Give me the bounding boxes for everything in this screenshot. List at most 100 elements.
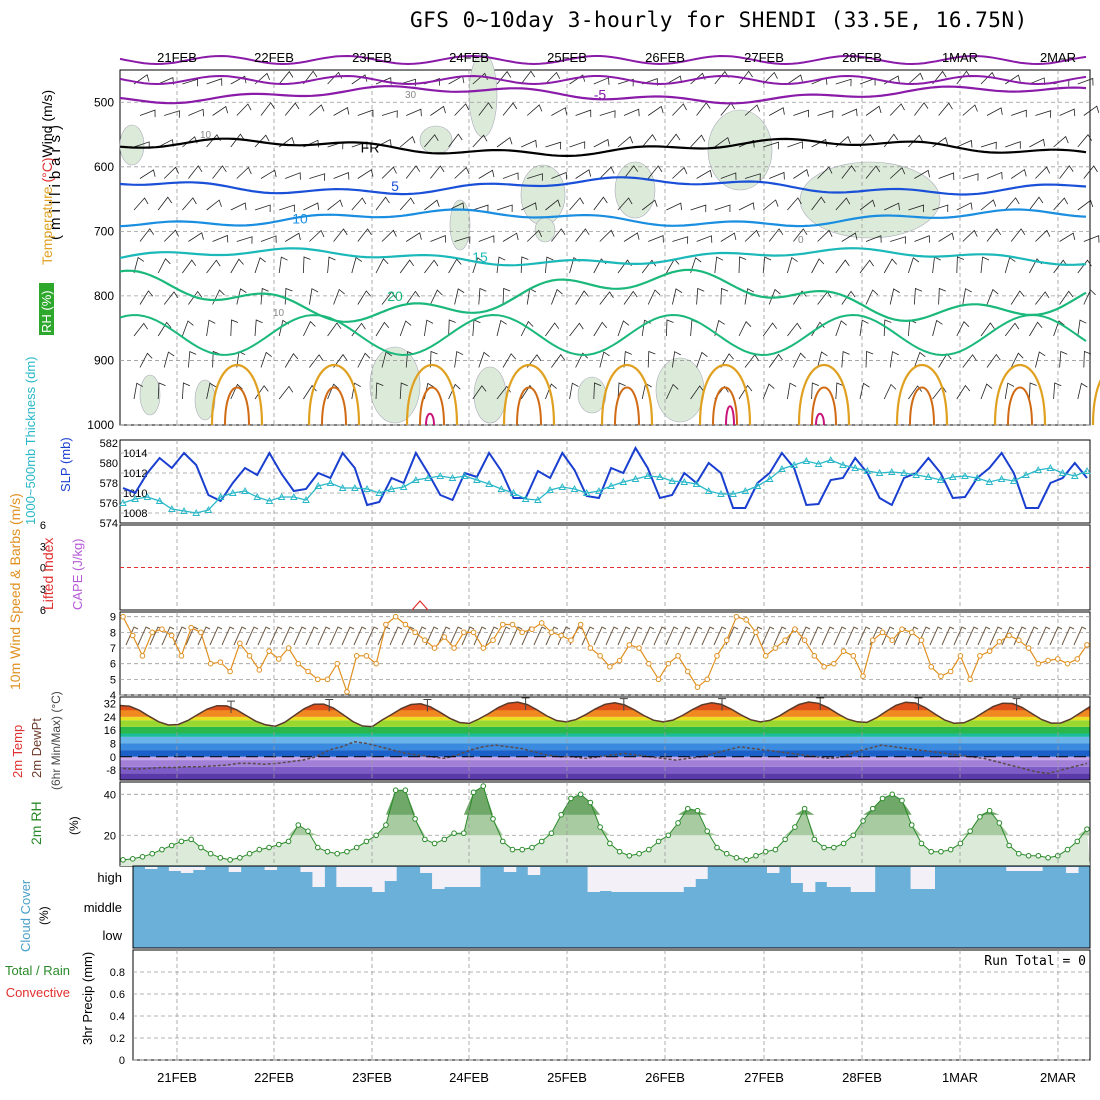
rh-point <box>1006 842 1012 849</box>
rh-units: (%) <box>67 816 81 835</box>
wind-barb <box>309 288 319 305</box>
wind-barb <box>333 288 345 305</box>
temperature-contour <box>698 364 752 426</box>
rh-point <box>538 838 545 845</box>
wind10m-barb <box>557 626 571 646</box>
wind-barb <box>593 138 610 148</box>
wind-barb <box>768 228 784 242</box>
rh-point <box>626 852 633 859</box>
thickness-point <box>448 473 457 481</box>
thickness-point <box>314 481 323 489</box>
contour-label: 5 <box>391 178 399 194</box>
wind10m-barb <box>413 626 427 646</box>
wind10m-point <box>499 621 506 628</box>
wind10m-point <box>636 645 642 651</box>
thickness-point <box>814 459 823 467</box>
rh-point <box>665 832 672 839</box>
precip-frame <box>132 949 1091 1061</box>
wind-barb <box>793 352 806 368</box>
wind-barb <box>502 232 519 242</box>
rh-point <box>947 846 954 853</box>
temperature-contour <box>1007 386 1033 426</box>
rh-point <box>782 836 788 843</box>
cloud-gap <box>360 867 373 887</box>
wind-barb <box>769 107 785 116</box>
rh-point <box>412 816 418 822</box>
wind-barb <box>357 109 374 118</box>
wind-barb <box>575 290 589 305</box>
wind-barb <box>986 228 1002 242</box>
wind-barb <box>859 134 875 148</box>
chart-title: GFS 0~10day 3-hourly for SHENDI (33.5E, … <box>410 8 1028 32</box>
thickness-point <box>802 456 811 464</box>
wind10m-barb <box>797 626 811 646</box>
wind-barb <box>303 320 316 337</box>
wind-barb <box>303 256 311 274</box>
temperature-contour <box>502 364 556 426</box>
wind10m-barb <box>605 626 619 646</box>
wind10m-barb <box>713 626 727 646</box>
wind-barb <box>962 173 979 181</box>
rh-shaded-area <box>194 379 216 421</box>
y-tick-label: 8 <box>110 738 116 750</box>
y-tick-label: -8 <box>106 765 116 777</box>
y-tick-label: 7 <box>110 643 116 655</box>
wind10m-point <box>694 684 701 690</box>
wind10m-barb <box>401 626 415 646</box>
temp-units-label: (6hr Min/Max) (°C) <box>49 691 63 790</box>
wind-barb <box>617 382 626 400</box>
rh-point <box>509 846 516 853</box>
thickness-point <box>289 492 298 500</box>
thickness-point <box>485 479 493 487</box>
wind-barb <box>521 139 537 148</box>
wind-barb <box>230 258 244 274</box>
thickness-point <box>497 484 506 492</box>
y-tick-label: 0.4 <box>110 1011 125 1023</box>
wind10m-point <box>480 645 487 651</box>
wind-barb <box>890 236 906 244</box>
y-tick-label: 700 <box>94 224 114 238</box>
rh-shaded-area <box>119 124 145 166</box>
temp-max-bar <box>325 698 334 712</box>
thickness-point <box>631 474 640 482</box>
wind-barb <box>986 107 1003 116</box>
rh-point <box>899 797 905 804</box>
y-tick-label: 40 <box>104 789 116 801</box>
thickness-point <box>387 484 396 492</box>
wind-barb <box>599 351 610 368</box>
ylabel-millibars: (millibars) <box>47 120 64 240</box>
wind-barb <box>278 70 294 85</box>
wind10m-line <box>122 615 1088 694</box>
wind-barb <box>333 353 348 368</box>
wind-barb <box>865 350 874 368</box>
wind10m-point <box>908 629 915 636</box>
wind-barb <box>908 72 924 85</box>
rh-point <box>1074 838 1081 845</box>
wind-barb <box>139 169 156 179</box>
wind10m-point <box>266 648 272 654</box>
rh-point <box>733 855 740 861</box>
wind-barb <box>1029 196 1044 211</box>
wind-barb <box>551 228 566 242</box>
wind10m-point <box>168 632 175 639</box>
thickness-point <box>180 506 188 514</box>
thickness-point <box>277 492 286 500</box>
rh-point <box>986 807 993 814</box>
thickness-point <box>1009 476 1018 484</box>
wind10m-point <box>519 629 526 636</box>
rh-point <box>207 850 214 857</box>
thickness-point <box>1046 463 1055 471</box>
thickness-point <box>619 477 628 485</box>
wind10m-barb <box>653 626 667 646</box>
wind10m-point <box>811 653 818 659</box>
wind10m-point <box>597 653 603 659</box>
wind10m-barb <box>125 626 139 646</box>
wind-barb <box>1035 229 1051 242</box>
rh-point <box>431 840 438 847</box>
wind-barb <box>381 166 397 179</box>
wind-barb <box>768 353 783 368</box>
wind-barb <box>520 256 529 274</box>
wind-barb <box>1083 235 1100 243</box>
rh-contour-label: 30 <box>405 90 417 101</box>
